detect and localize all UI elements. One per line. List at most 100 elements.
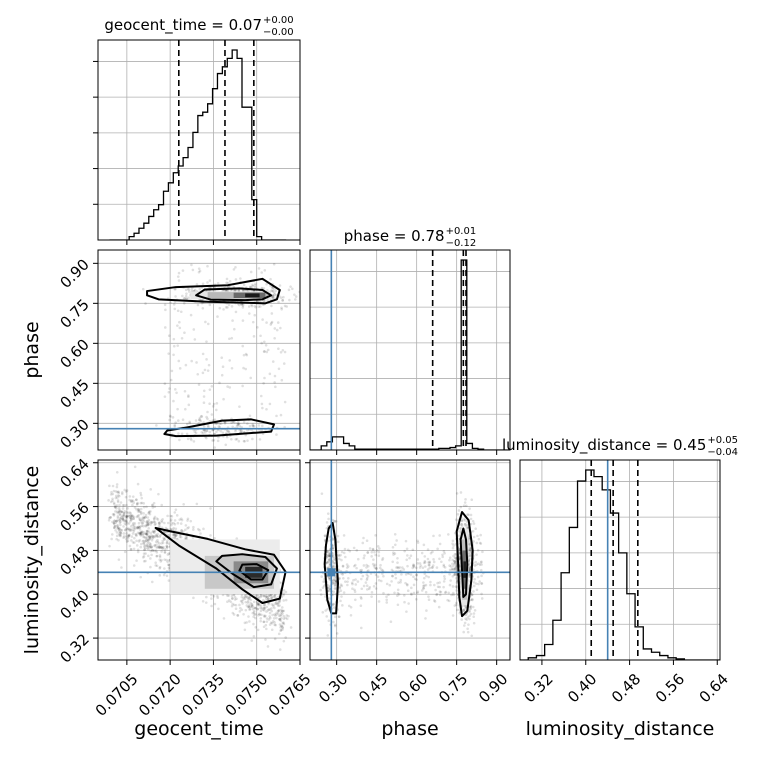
scatter-point xyxy=(248,597,251,600)
scatter-point xyxy=(184,363,188,367)
scatter-point xyxy=(179,310,183,314)
scatter-point xyxy=(472,540,475,543)
scatter-point xyxy=(174,534,178,538)
scatter-point xyxy=(130,548,133,551)
scatter-point xyxy=(273,291,276,295)
scatter-point xyxy=(326,607,329,611)
scatter-point xyxy=(231,425,234,429)
scatter-point xyxy=(449,565,453,568)
scatter-point xyxy=(439,590,443,594)
scatter-point xyxy=(266,598,270,601)
scatter-point xyxy=(151,506,155,509)
scatter-point xyxy=(451,614,455,617)
scatter-point xyxy=(272,603,275,607)
scatter-point xyxy=(372,585,376,588)
scatter-point xyxy=(409,592,413,596)
scatter-point xyxy=(280,306,283,310)
scatter-point xyxy=(190,359,193,363)
scatter-point xyxy=(259,619,262,623)
scatter-point xyxy=(453,556,457,559)
scatter-point xyxy=(115,524,119,528)
scatter-point xyxy=(158,574,162,577)
scatter-point xyxy=(460,618,464,621)
scatter-point xyxy=(139,575,142,579)
scatter-point xyxy=(114,521,118,524)
scatter-point xyxy=(428,560,432,564)
scatter-point xyxy=(154,522,157,526)
scatter-point xyxy=(195,502,199,506)
scatter-point xyxy=(136,526,140,530)
scatter-point xyxy=(352,546,356,550)
scatter-point xyxy=(278,600,281,604)
scatter-point xyxy=(124,523,128,526)
scatter-point xyxy=(271,619,275,623)
scatter-point xyxy=(152,531,156,534)
scatter-point xyxy=(249,285,253,289)
scatter-point xyxy=(453,562,457,565)
scatter-point xyxy=(228,337,231,341)
scatter-point xyxy=(201,282,205,286)
scatter-point xyxy=(416,591,419,595)
scatter-point xyxy=(151,534,155,538)
scatter-point xyxy=(406,554,409,557)
scatter-point xyxy=(130,518,133,522)
scatter-point xyxy=(325,561,329,565)
scatter-point xyxy=(231,602,234,606)
scatter-point xyxy=(459,505,463,509)
scatter-point xyxy=(281,612,284,615)
scatter-point xyxy=(334,579,338,583)
scatter-point xyxy=(462,630,465,634)
scatter-point xyxy=(342,534,346,537)
scatter-point xyxy=(109,493,113,496)
scatter-point xyxy=(250,428,253,432)
scatter-point xyxy=(342,577,345,580)
scatter-point xyxy=(131,523,135,527)
scatter-point xyxy=(265,617,269,620)
scatter-point xyxy=(230,366,234,370)
scatter-point xyxy=(121,518,125,522)
scatter-point xyxy=(132,524,136,528)
scatter-point xyxy=(243,621,247,625)
scatter-point xyxy=(280,616,283,620)
scatter-point xyxy=(202,389,206,393)
scatter-point xyxy=(122,515,125,518)
scatter-point xyxy=(148,545,151,549)
scatter-point xyxy=(422,584,426,587)
scatter-point xyxy=(138,532,142,536)
scatter-point xyxy=(343,547,347,551)
scatter-point xyxy=(203,429,207,432)
scatter-point xyxy=(126,511,130,515)
scatter-point xyxy=(332,564,336,568)
scatter-point xyxy=(114,505,117,508)
scatter-point xyxy=(170,514,174,518)
scatter-point xyxy=(122,525,125,528)
scatter-point xyxy=(332,578,336,581)
scatter-point xyxy=(123,509,126,513)
scatter-point xyxy=(395,539,398,542)
scatter-point xyxy=(155,554,159,558)
scatter-point xyxy=(277,300,280,304)
scatter-point xyxy=(156,518,160,521)
scatter-point xyxy=(197,270,201,274)
scatter-point xyxy=(270,621,274,625)
scatter-point xyxy=(478,580,482,583)
scatter-point xyxy=(173,388,177,391)
scatter-point xyxy=(405,547,409,551)
scatter-point xyxy=(422,586,426,590)
scatter-point xyxy=(218,381,221,385)
scatter-point xyxy=(201,431,205,435)
scatter-point xyxy=(243,628,247,632)
scatter-point xyxy=(165,539,169,543)
scatter-point xyxy=(272,595,276,598)
scatter-point xyxy=(448,564,451,567)
scatter-point xyxy=(165,574,169,578)
scatter-point xyxy=(432,534,435,538)
scatter-point xyxy=(256,602,259,605)
scatter-point xyxy=(257,424,261,427)
scatter-point xyxy=(463,624,466,627)
scatter-point xyxy=(140,521,144,525)
scatter-point xyxy=(119,528,123,532)
scatter-point xyxy=(150,580,154,584)
scatter-point xyxy=(112,514,116,517)
scatter-point xyxy=(433,583,436,587)
